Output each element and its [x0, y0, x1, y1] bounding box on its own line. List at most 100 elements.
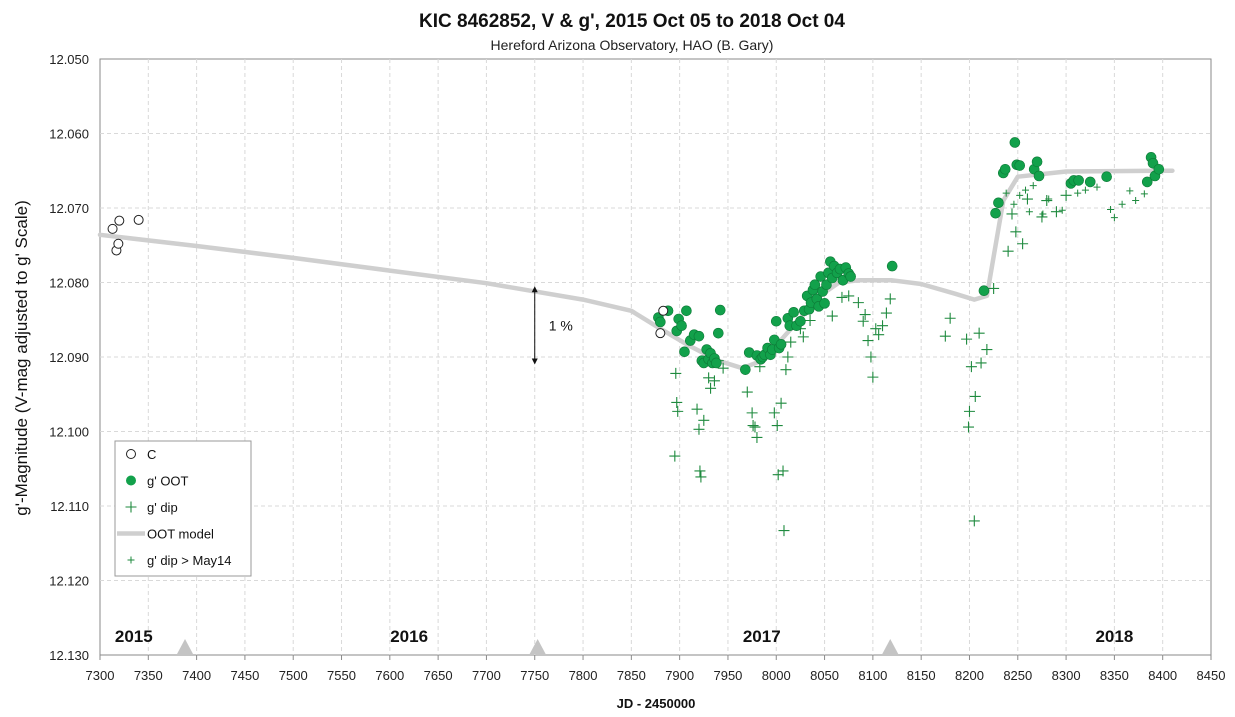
g-dip-point [741, 386, 753, 398]
x-tick-label: 7550 [327, 668, 356, 683]
g-dip-point [746, 407, 758, 419]
g-oot-point [1073, 175, 1084, 186]
g-dip-point [777, 465, 789, 477]
year-label: 2015 [115, 627, 153, 646]
g-dip-point [778, 525, 790, 537]
g-dip-point [768, 407, 780, 419]
g-dip-may14-point [1045, 195, 1053, 203]
x-tick-label: 7650 [424, 668, 453, 683]
g-oot-point [770, 315, 782, 327]
legend-marker-dip [125, 501, 137, 513]
c-point [113, 238, 124, 249]
g-oot-point [693, 330, 705, 342]
g-oot-point [1033, 170, 1045, 182]
g-dip-point [797, 331, 809, 343]
x-tick-label: 8400 [1148, 668, 1177, 683]
g-dip-point [981, 344, 993, 356]
g-dip-point [865, 351, 877, 363]
x-tick-label: 7800 [569, 668, 598, 683]
g-dip-may14-point [1118, 200, 1126, 208]
annotation-arrow-head-up [531, 286, 538, 293]
x-tick-label: 7450 [230, 668, 259, 683]
legend-label: g' OOT [147, 474, 189, 489]
x-tick-label: 7400 [182, 668, 211, 683]
y-tick-label: 12.090 [49, 350, 89, 365]
x-tick-label: 7500 [279, 668, 308, 683]
g-dip-point [780, 364, 792, 376]
x-tick-label: 7600 [375, 668, 404, 683]
g-dip-point [852, 297, 864, 309]
x-tick-label: 7700 [472, 668, 501, 683]
g-dip-point [705, 382, 717, 394]
x-tick-label: 8450 [1197, 668, 1226, 683]
g-oot-point [1084, 176, 1096, 188]
g-dip-point [973, 327, 985, 339]
x-tick-label: 7850 [617, 668, 646, 683]
y-tick-label: 12.060 [49, 127, 89, 142]
g-dip-may14-point [1093, 183, 1101, 191]
g-dip-point [1017, 238, 1029, 250]
g-oot-point [1014, 160, 1026, 171]
legend-label: OOT model [147, 527, 214, 542]
g-dip-may14-point [1110, 214, 1118, 222]
g-oot-point [679, 346, 690, 358]
y-axis-label: g'-Magnitude (V-mag adjusted to g' Scale… [12, 200, 31, 516]
g-dip-point [703, 372, 715, 384]
g-dip-point [1060, 189, 1072, 201]
g-dip-may14-point [1107, 205, 1115, 213]
g-dip-may14-point [1074, 189, 1082, 197]
g-oot-point [821, 279, 832, 291]
c-point [133, 214, 144, 225]
year-boundary-marker [177, 639, 194, 654]
g-dip-point [963, 421, 975, 433]
legend-label: C [147, 447, 156, 462]
legend-marker-dip-may14 [127, 556, 135, 564]
g-dip-point [862, 335, 874, 347]
g-dip-may14-point [1025, 208, 1033, 216]
g-oot-point [993, 197, 1004, 209]
g-dip-point [826, 310, 838, 322]
year-label: 2016 [390, 627, 428, 646]
g-dip-point [1021, 193, 1033, 205]
g-oot-point [990, 207, 1001, 219]
g-dip-point [775, 397, 787, 409]
g-dip-point [836, 291, 848, 303]
x-tick-label: 8150 [907, 668, 936, 683]
g-oot-point [809, 279, 821, 291]
grid [100, 59, 1211, 655]
g-oot-point [999, 163, 1011, 175]
g-dip-point [859, 309, 871, 321]
one-percent-annotation: 1 % [531, 286, 573, 365]
oot-model-series [97, 168, 1175, 371]
g-dip-point [782, 351, 794, 363]
x-tick-label: 8300 [1052, 668, 1081, 683]
g-dip-may14-point [1132, 197, 1140, 205]
g-dip-point [1010, 226, 1022, 238]
g-dip-may14-point [1126, 187, 1134, 195]
g-oot-point [740, 364, 751, 375]
year-label: 2017 [743, 627, 781, 646]
g-dip-point [877, 320, 889, 332]
y-tick-label: 12.070 [49, 201, 89, 216]
legend-box [114, 440, 252, 577]
g-dip-point [969, 390, 981, 402]
g-oot-point [711, 357, 722, 369]
g-dip-point [672, 405, 684, 417]
y-tick-label: 12.110 [50, 499, 89, 514]
g-dip-point [884, 293, 896, 305]
x-tick-label: 7900 [665, 668, 694, 683]
annotation-label: 1 % [549, 317, 573, 333]
legend: Cg' OOT g' dip OOT model g' dip > May14 [114, 440, 252, 577]
g-dip-point [694, 465, 706, 477]
g-dip-point [749, 421, 761, 433]
g-oot-point [681, 305, 692, 317]
g-dip-point [857, 315, 869, 327]
oot-model-line [97, 168, 1175, 371]
g-oot-point [1153, 163, 1165, 175]
g-dip-point [867, 371, 879, 383]
g-oot-point [714, 304, 726, 316]
g-oot-point [788, 306, 799, 318]
g-dip-point [671, 396, 683, 408]
g-dip-point [843, 290, 855, 302]
g-dip-point [804, 314, 816, 326]
